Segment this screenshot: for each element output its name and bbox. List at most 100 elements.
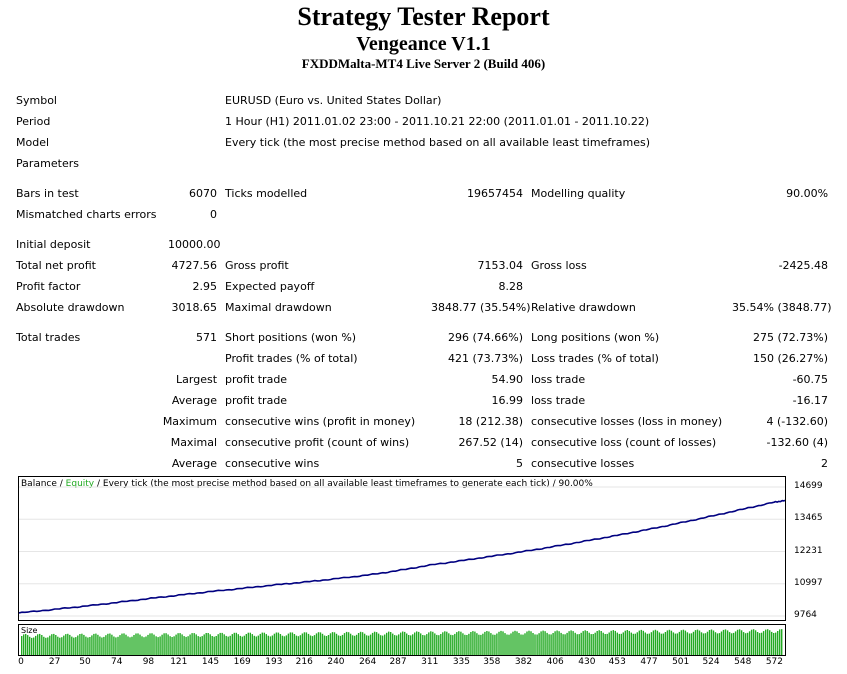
size-bar	[454, 633, 456, 655]
size-bar	[442, 632, 444, 655]
size-bar	[301, 633, 304, 655]
x-tick-label: 0	[18, 657, 24, 667]
size-bar	[588, 632, 590, 655]
x-tick-label: 501	[672, 657, 690, 667]
size-bar	[253, 635, 255, 655]
maximal-consecutive-profit-label: consecutive profit (count of wins)	[225, 436, 410, 449]
size-bar	[267, 635, 269, 655]
size-bar	[343, 633, 346, 655]
size-bar	[143, 637, 145, 655]
absolute-drawdown-label: Absolute drawdown	[16, 301, 125, 314]
size-bar	[293, 634, 296, 655]
balance-line-plot	[19, 486, 785, 617]
size-bar	[714, 632, 717, 655]
size-bar	[444, 631, 446, 655]
size-bar	[239, 635, 241, 655]
size-bar	[574, 632, 576, 655]
size-bar	[123, 633, 125, 655]
size-bar	[642, 630, 644, 655]
size-bar	[554, 631, 556, 655]
size-bar	[319, 632, 322, 655]
size-bar	[183, 636, 185, 655]
size-bar	[496, 633, 498, 655]
size-bar	[67, 633, 69, 655]
size-bar	[221, 632, 223, 655]
size-bar	[384, 634, 386, 655]
gross-profit-value: 7153.04	[477, 259, 524, 272]
size-bar	[289, 632, 292, 655]
size-bar	[498, 631, 500, 655]
size-bar	[686, 632, 689, 655]
mismatch-row: Mismatched charts errors 0	[16, 204, 834, 225]
size-bar	[61, 637, 63, 655]
size-bar	[205, 633, 207, 655]
size-bar	[406, 633, 408, 655]
size-bar	[73, 637, 75, 655]
size-bar	[640, 629, 642, 655]
expert-name: Vengeance V1.1	[356, 33, 491, 55]
size-bar	[247, 632, 249, 655]
absolute-drawdown-value: 3018.65	[171, 301, 218, 314]
size-bar	[49, 635, 51, 655]
size-bar	[676, 633, 679, 655]
size-bar	[363, 633, 366, 655]
x-tick-label: 264	[359, 657, 377, 667]
expected-payoff-label: Expected payoff	[225, 280, 315, 293]
size-bar	[125, 634, 127, 655]
size-bar	[436, 634, 438, 655]
size-bar	[91, 635, 93, 655]
maximal-row: Maximal consecutive profit (count of win…	[16, 432, 834, 453]
size-bar	[564, 634, 566, 655]
size-bar	[662, 633, 665, 655]
x-tick-label: 145	[201, 657, 220, 667]
size-bar	[127, 636, 129, 655]
period-row: Period 1 Hour (H1) 2011.01.02 23:00 - 20…	[16, 111, 834, 132]
size-bar	[504, 633, 506, 655]
size-bar	[752, 629, 755, 655]
size-bar	[59, 637, 61, 655]
size-bar	[51, 634, 53, 655]
size-bar	[243, 635, 245, 655]
size-bar	[600, 631, 602, 655]
size-bar	[426, 634, 428, 655]
size-bar	[616, 632, 618, 655]
size-bar	[526, 631, 528, 655]
size-bar	[638, 630, 640, 655]
size-bar	[37, 634, 39, 655]
largest-row: Largest profit trade 54.90 loss trade -6…	[16, 369, 834, 390]
size-bar	[305, 632, 308, 655]
size-bar	[355, 634, 358, 655]
size-bar	[418, 631, 420, 655]
size-bar	[771, 631, 773, 655]
size-bar	[562, 634, 564, 655]
size-bar	[361, 632, 364, 655]
deposit-row: Initial deposit 10000.00	[16, 234, 834, 255]
net-profit-label: Total net profit	[16, 259, 96, 272]
size-bar	[606, 633, 608, 655]
size-bar	[760, 632, 763, 655]
maximal-drawdown-value: 3848.77 (35.54%)	[431, 301, 531, 314]
size-bar	[632, 633, 634, 655]
size-bar	[506, 634, 508, 655]
size-bar	[484, 631, 486, 655]
parameters-row: Parameters	[16, 153, 834, 174]
period-value: 1 Hour (H1) 2011.01.02 23:00 - 2011.10.2…	[225, 115, 650, 128]
total-trades-label: Total trades	[16, 331, 81, 344]
size-bar	[728, 632, 731, 655]
y-tick-label: 14699	[794, 481, 823, 491]
size-bar	[556, 630, 558, 655]
size-bar	[518, 633, 520, 655]
size-bar	[480, 634, 482, 655]
size-bar	[199, 636, 201, 655]
size-bar	[119, 635, 121, 655]
size-bar	[734, 631, 737, 655]
size-bar	[584, 630, 586, 655]
size-bar	[464, 634, 466, 655]
legend-equity: Equity	[65, 479, 95, 489]
balance-chart: Balance / Equity / Every tick (the most …	[18, 476, 786, 621]
size-bar	[666, 630, 669, 655]
size-bar	[109, 633, 111, 655]
size-bar	[540, 631, 542, 655]
size-bar	[520, 634, 522, 655]
size-bar	[478, 634, 480, 655]
